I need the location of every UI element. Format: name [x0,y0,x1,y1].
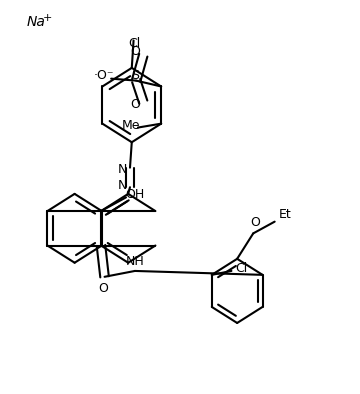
Text: O: O [130,45,140,58]
Text: ·O⁻: ·O⁻ [94,69,114,82]
Text: Me: Me [122,119,140,132]
Text: N: N [117,179,127,192]
Text: Et: Et [278,208,291,221]
Text: N: N [117,163,127,176]
Text: Na: Na [26,15,45,29]
Text: OH: OH [125,188,144,201]
Text: Cl: Cl [235,262,247,275]
Text: +: + [42,13,52,23]
Text: S: S [131,69,139,82]
Text: Cl: Cl [128,37,140,50]
Text: O: O [250,216,260,229]
Text: O: O [130,98,140,112]
Text: NH: NH [126,255,144,268]
Text: O: O [98,282,108,295]
